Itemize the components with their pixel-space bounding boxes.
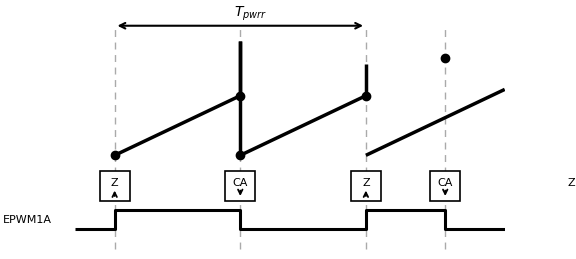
FancyBboxPatch shape <box>100 171 130 201</box>
FancyBboxPatch shape <box>430 171 460 201</box>
Text: Z: Z <box>567 178 575 188</box>
Text: CA: CA <box>233 178 248 188</box>
FancyBboxPatch shape <box>225 171 255 201</box>
FancyBboxPatch shape <box>556 171 576 201</box>
FancyBboxPatch shape <box>351 171 381 201</box>
Text: CA: CA <box>438 178 453 188</box>
Text: EPWM1A: EPWM1A <box>3 214 52 225</box>
Text: Z: Z <box>362 178 370 188</box>
Text: Z: Z <box>111 178 119 188</box>
Text: $\mathregular{T_{pwrr}}$: $\mathregular{T_{pwrr}}$ <box>233 5 267 24</box>
